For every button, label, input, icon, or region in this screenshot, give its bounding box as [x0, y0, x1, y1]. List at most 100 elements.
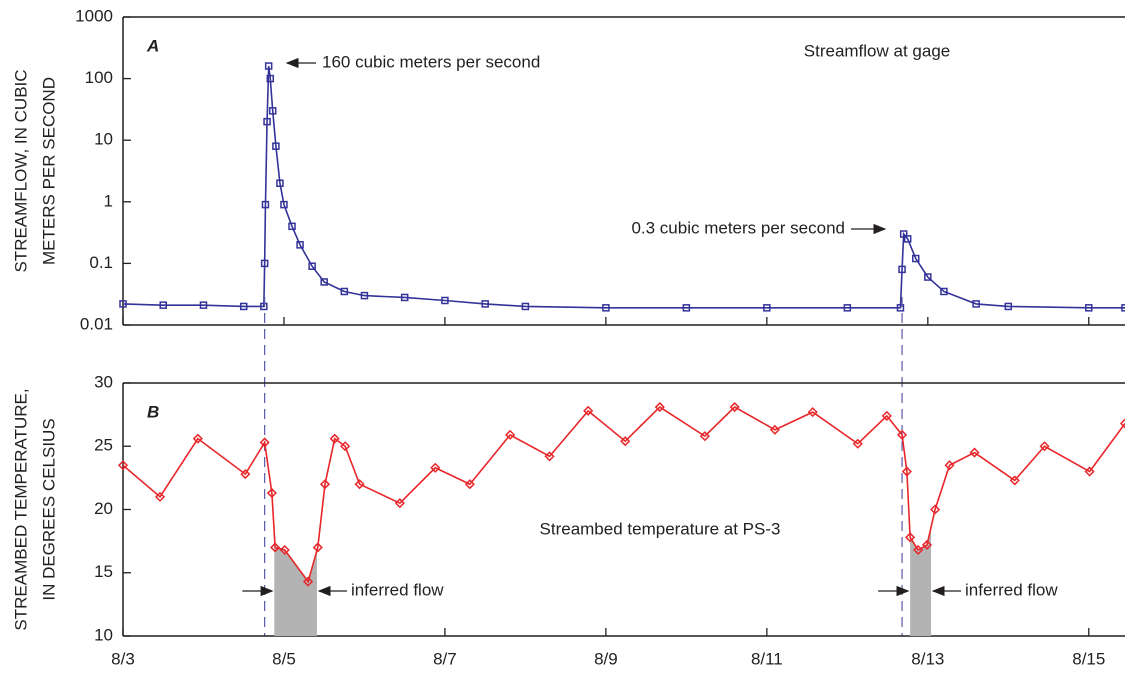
point: [944, 460, 955, 471]
point: [682, 304, 691, 312]
point: [913, 544, 924, 556]
panel-title: Streambed temperature at PS-3: [540, 519, 781, 538]
point: [930, 504, 941, 515]
point: [340, 441, 351, 452]
y-tick-label: 20: [94, 499, 113, 518]
point: [911, 254, 920, 263]
arrows: [285, 57, 887, 235]
x-tick-label: 8/11: [751, 649, 783, 668]
point: [260, 259, 269, 268]
y-tick-label: 15: [94, 562, 113, 581]
x-tick-label: 8/7: [433, 649, 457, 668]
point: [441, 296, 449, 305]
point: [583, 405, 594, 416]
point: [303, 576, 314, 587]
point: [1119, 418, 1125, 429]
point: [154, 491, 166, 502]
point: [320, 278, 328, 286]
point: [272, 142, 280, 150]
point: [400, 293, 409, 302]
point: [905, 532, 916, 543]
y-axis-label: IN DEGREES CELSIUS: [39, 418, 58, 600]
point: [1039, 441, 1050, 452]
series-line: [122, 406, 1125, 584]
point: [268, 107, 277, 115]
point: [903, 235, 912, 243]
panel-title: Streamflow at gage: [804, 41, 950, 60]
y-tick-label: 10: [94, 625, 113, 644]
y-tick-label: 10: [94, 130, 113, 149]
point: [260, 302, 268, 311]
point: [240, 469, 251, 480]
point: [360, 291, 369, 300]
y-axis-label: METERS PER SECOND: [39, 77, 58, 265]
point: [763, 304, 771, 312]
point: [464, 479, 475, 490]
point: [117, 460, 129, 471]
point: [266, 74, 275, 83]
y-tick-label: 25: [94, 436, 113, 455]
point: [263, 117, 271, 126]
point: [729, 401, 740, 413]
point: [1085, 304, 1093, 312]
point: [972, 300, 980, 308]
point: [843, 304, 852, 312]
annotation: 160 cubic meters per second: [322, 52, 540, 71]
x-tick-label: 8/13: [911, 649, 944, 668]
point: [1084, 466, 1095, 477]
y-tick-label: 1: [104, 191, 113, 210]
series-line: [122, 65, 1125, 309]
point: [921, 539, 933, 550]
point: [521, 302, 530, 311]
panel-label: A: [146, 36, 159, 55]
point: [270, 542, 281, 553]
point: [354, 479, 365, 490]
point: [312, 542, 323, 553]
point: [266, 487, 277, 499]
point: [654, 401, 665, 413]
point: [807, 407, 818, 418]
inferred-flow-band: [274, 533, 317, 636]
point: [940, 287, 948, 296]
point: [308, 262, 316, 270]
y-axis-label: STREAMFLOW, IN CUBIC: [11, 69, 30, 272]
point: [852, 438, 863, 449]
point: [481, 300, 489, 308]
y-tick-label: 0.1: [89, 253, 113, 272]
point: [1004, 302, 1013, 311]
point: [699, 431, 710, 442]
point: [898, 265, 906, 274]
point: [901, 466, 912, 477]
point: [280, 200, 288, 209]
point: [239, 302, 248, 311]
point: [319, 479, 331, 490]
point: [199, 301, 208, 309]
point: [924, 273, 932, 281]
point: [430, 462, 441, 473]
point: [969, 447, 980, 458]
annotation: inferred flow: [351, 580, 444, 599]
point: [602, 304, 610, 312]
point: [505, 429, 516, 440]
point: [544, 451, 555, 462]
y-tick-label: 0.01: [80, 314, 113, 333]
point: [261, 200, 270, 209]
y-tick-label: 100: [85, 68, 113, 87]
point: [276, 179, 284, 188]
point: [288, 222, 296, 231]
point: [296, 241, 304, 249]
point: [264, 62, 273, 70]
point: [896, 304, 905, 312]
point: [329, 433, 340, 444]
point: [340, 287, 349, 296]
point: [394, 498, 405, 509]
x-tick-label: 8/3: [111, 649, 135, 668]
point: [1121, 304, 1125, 312]
point: [192, 433, 203, 444]
point: [881, 410, 892, 421]
annotation: inferred flow: [965, 580, 1058, 599]
point: [159, 301, 167, 309]
point: [620, 436, 631, 447]
point: [1009, 475, 1020, 486]
